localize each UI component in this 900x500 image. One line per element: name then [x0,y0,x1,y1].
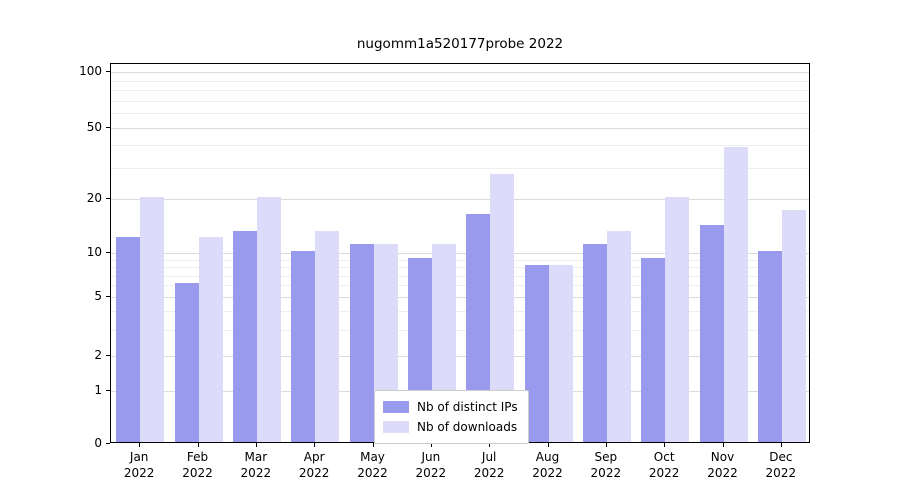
x-tick-label-may: May 2022 [357,450,388,480]
legend-swatch-downloads [383,421,409,433]
legend-item-distinct-ips: Nb of distinct IPs [383,397,518,417]
legend-label-downloads: Nb of downloads [417,420,518,434]
gridline-major [111,253,809,254]
bar-distinct-ips-mar [232,230,257,442]
x-tick-label-feb: Feb 2022 [182,450,213,480]
x-tick-label-jan: Jan 2022 [123,450,155,480]
bar-distinct-ips-feb [174,283,199,442]
plot-area [110,63,810,443]
gridline-minor [111,329,809,331]
x-tick-mark [547,443,549,447]
gridline-minor [111,113,809,115]
legend: Nb of distinct IPs Nb of downloads [374,390,529,444]
y-tick-label: 2 [94,347,102,362]
y-tick-label: 5 [94,289,102,304]
gridline-minor [111,100,809,102]
x-tick-label-apr: Apr 2022 [298,450,330,480]
gridline-minor [111,90,809,92]
y-tick-mark [106,354,110,356]
x-tick-mark [780,443,782,447]
y-tick-mark [106,296,110,298]
y-tick-mark [106,252,110,253]
x-tick-mark [722,443,724,447]
bar-distinct-ips-dec [757,251,782,442]
y-tick-mark [106,198,110,199]
bar-distinct-ips-jan [116,236,141,442]
x-tick-mark [255,443,257,447]
gridline-minor [111,167,809,169]
bar-distinct-ips-may [349,243,374,442]
y-tick-label: 1 [94,382,102,397]
x-tick-mark [314,443,316,447]
x-tick-mark [372,443,374,447]
gridline-major [111,355,809,357]
x-tick-mark [197,443,199,447]
x-tick-mark [489,443,491,447]
chart-title: nugomm1a520177probe 2022 [356,36,564,52]
legend-item-downloads: Nb of downloads [383,417,518,437]
gridline-major [111,297,809,299]
gridline-minor [111,285,809,287]
legend-swatch-distinct-ips [383,401,409,413]
x-tick-mark [139,443,141,447]
x-tick-label-jul: Jul 2022 [473,450,505,480]
legend-label-distinct-ips: Nb of distinct IPs [417,400,518,414]
y-tick-label: 50 [86,119,102,134]
x-tick-mark [605,443,607,447]
gridline-minor [111,80,809,82]
y-tick-label: 20 [86,191,102,205]
x-tick-label-mar: Mar 2022 [240,450,272,480]
gridline-minor [111,275,809,277]
gridline-minor [111,259,809,261]
gridline-major [111,199,809,200]
gridline-major [111,72,809,74]
x-tick-mark [664,443,666,447]
bar-downloads-aug [548,265,573,442]
gridline-minor [111,145,809,147]
bar-distinct-ips-sep [582,243,607,442]
x-tick-label-oct: Oct 2022 [648,450,680,480]
x-tick-label-jun: Jun 2022 [415,450,447,480]
bar-distinct-ips-apr [291,251,316,442]
x-tick-label-aug: Aug 2022 [532,450,563,480]
bar-distinct-ips-nov [699,224,724,442]
y-tick-label: 10 [86,245,102,259]
bar-downloads-apr [315,230,340,442]
x-tick-label-nov: Nov 2022 [707,450,738,480]
bar-downloads-jan [140,197,165,442]
y-tick-mark [106,389,110,391]
bar-downloads-feb [198,236,223,442]
x-tick-mark [430,443,432,447]
y-tick-mark [106,126,110,128]
y-tick-label: 0 [94,436,102,450]
bar-downloads-oct [665,197,690,442]
gridline-minor [111,267,809,269]
x-tick-label-dec: Dec 2022 [765,450,797,480]
y-tick-mark [106,443,110,444]
gridline-major [111,127,809,129]
bar-downloads-mar [256,197,281,442]
bar-distinct-ips-oct [641,257,666,442]
y-tick-mark [106,71,110,73]
bar-downloads-sep [606,230,631,442]
x-tick-label-sep: Sep 2022 [590,450,622,480]
gridline-minor [111,311,809,313]
y-tick-label: 100 [79,64,102,79]
bar-downloads-dec [781,209,806,442]
bar-downloads-nov [723,147,748,442]
